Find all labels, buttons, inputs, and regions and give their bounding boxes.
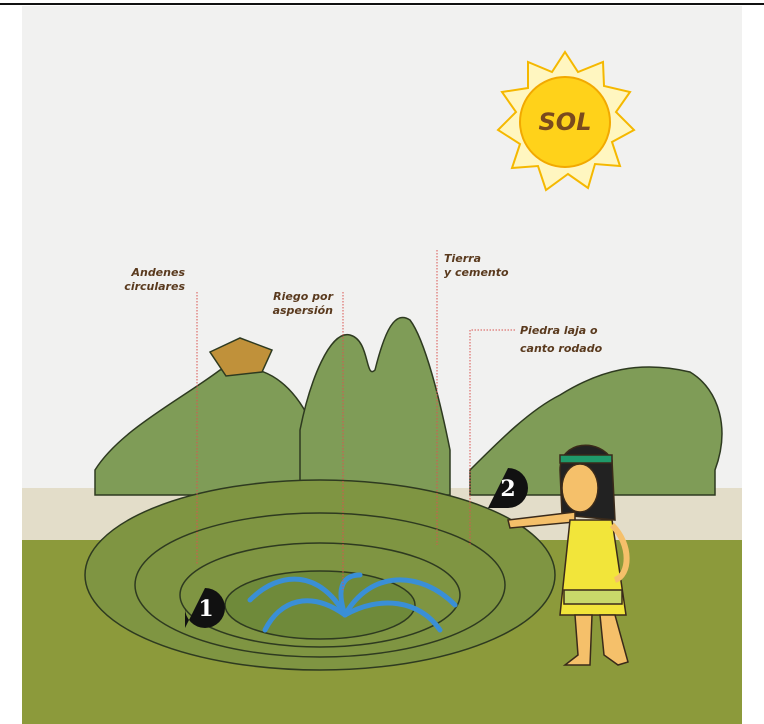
marker-label: 1 [198, 596, 213, 622]
marker-label: 2 [500, 476, 515, 502]
label-line: Riego por [273, 290, 333, 303]
crater [85, 480, 555, 670]
label-line: aspersión [273, 304, 334, 317]
label-line: Piedra laja o [520, 324, 598, 337]
label-line: circulares [124, 280, 185, 293]
label-line: Andenes [130, 266, 185, 279]
sun-label: SOL [539, 108, 592, 136]
label-line: canto rodado [520, 342, 603, 355]
label-line: Tierra [444, 252, 481, 265]
label-line: y cemento [444, 266, 509, 279]
illustration: SOL Andenescirculares Riego poraspersión… [0, 0, 764, 724]
